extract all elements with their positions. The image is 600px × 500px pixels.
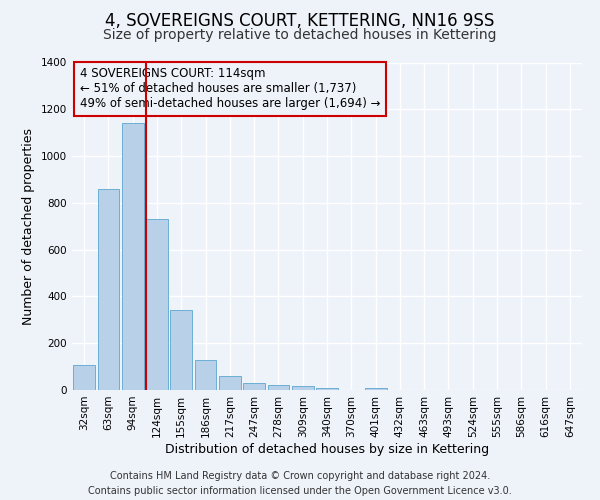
Bar xyxy=(146,219,168,390)
Text: Size of property relative to detached houses in Kettering: Size of property relative to detached ho… xyxy=(103,28,497,42)
Text: 4, SOVEREIGNS COURT, KETTERING, NN16 9SS: 4, SOVEREIGNS COURT, KETTERING, NN16 9SS xyxy=(106,12,494,30)
Bar xyxy=(73,366,95,390)
Bar xyxy=(97,189,119,390)
Bar xyxy=(194,360,217,390)
Bar xyxy=(292,386,314,390)
Text: Contains HM Land Registry data © Crown copyright and database right 2024.
Contai: Contains HM Land Registry data © Crown c… xyxy=(88,471,512,496)
Bar xyxy=(316,388,338,390)
Bar xyxy=(365,388,386,390)
Bar xyxy=(243,383,265,390)
Y-axis label: Number of detached properties: Number of detached properties xyxy=(22,128,35,325)
Bar xyxy=(268,386,289,390)
Bar xyxy=(219,376,241,390)
X-axis label: Distribution of detached houses by size in Kettering: Distribution of detached houses by size … xyxy=(165,442,489,456)
Text: 4 SOVEREIGNS COURT: 114sqm
← 51% of detached houses are smaller (1,737)
49% of s: 4 SOVEREIGNS COURT: 114sqm ← 51% of deta… xyxy=(80,68,380,110)
Bar xyxy=(170,310,192,390)
Bar xyxy=(122,124,143,390)
